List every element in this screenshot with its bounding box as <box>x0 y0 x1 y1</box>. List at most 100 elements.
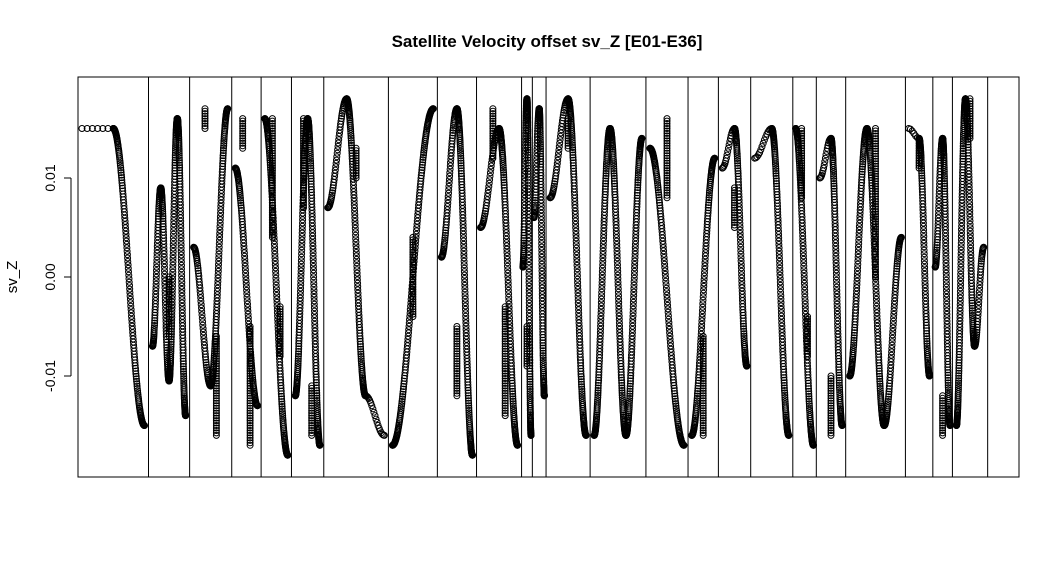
data-point <box>178 292 186 300</box>
data-point <box>132 375 140 383</box>
data-point <box>178 261 185 269</box>
data-point <box>306 153 314 161</box>
data-point <box>300 169 307 177</box>
data-point <box>311 317 319 325</box>
data-point <box>308 414 316 422</box>
data-point <box>242 269 250 277</box>
data-point <box>165 328 173 335</box>
data-point <box>160 250 168 258</box>
data-point <box>351 221 359 229</box>
data-point <box>126 289 134 296</box>
data-point <box>300 127 307 135</box>
data-point <box>268 226 276 234</box>
data-point <box>201 125 209 132</box>
data-point <box>308 389 316 397</box>
data-point <box>150 328 158 336</box>
data-point <box>347 139 355 147</box>
data-point <box>200 331 208 339</box>
data-point <box>178 302 186 310</box>
data-point <box>159 203 166 211</box>
data-point <box>294 364 302 372</box>
data-point <box>333 153 341 161</box>
data-point <box>242 279 250 287</box>
data-point <box>300 196 307 204</box>
data-point <box>216 230 224 237</box>
data-point <box>276 342 284 350</box>
data-point <box>295 348 303 355</box>
data-point <box>246 377 254 385</box>
data-point <box>117 164 125 172</box>
data-point <box>216 219 224 227</box>
data-point <box>347 134 355 142</box>
data-point <box>334 139 342 147</box>
data-point <box>153 260 161 268</box>
data-point <box>268 152 276 160</box>
data-point <box>170 227 178 235</box>
data-point <box>240 249 248 257</box>
data-point <box>125 275 133 283</box>
data-point <box>294 362 302 370</box>
data-point <box>310 269 318 277</box>
data-point <box>78 125 86 132</box>
data-point <box>310 276 318 284</box>
data-point <box>116 159 124 167</box>
data-point <box>167 343 175 351</box>
data-point <box>150 324 158 332</box>
data-point <box>297 281 305 289</box>
data-point <box>167 345 175 353</box>
data-point <box>308 429 316 437</box>
data-point <box>300 147 307 155</box>
data-point <box>219 152 227 160</box>
data-point <box>215 257 223 265</box>
data-point <box>271 250 279 258</box>
data-point <box>201 117 209 125</box>
data-point <box>212 337 220 345</box>
data-point <box>122 230 130 238</box>
data-point <box>268 209 276 217</box>
data-point <box>308 419 316 427</box>
data-point <box>160 257 168 265</box>
data-point <box>273 292 281 299</box>
data-point <box>296 291 304 299</box>
data-point <box>246 375 254 382</box>
data-point <box>268 127 276 135</box>
data-point <box>239 142 247 150</box>
data-point <box>353 266 361 274</box>
data-point <box>298 243 306 251</box>
data-point <box>311 324 319 332</box>
data-point <box>311 307 318 315</box>
data-point <box>352 252 360 260</box>
data-point <box>300 174 307 182</box>
data-point <box>246 355 254 363</box>
data-point <box>217 199 225 207</box>
data-point <box>246 340 254 348</box>
data-point <box>165 288 173 296</box>
data-point <box>178 279 186 287</box>
data-point <box>268 162 276 170</box>
data-point <box>132 367 140 375</box>
data-point <box>309 229 317 237</box>
data-point <box>152 280 160 288</box>
data-point <box>99 125 107 132</box>
data-point <box>131 362 139 370</box>
data-point <box>220 139 228 147</box>
data-point <box>300 139 307 147</box>
data-point <box>116 157 124 165</box>
data-point <box>337 115 345 122</box>
data-point <box>307 164 315 172</box>
data-point <box>159 217 167 225</box>
data-point <box>272 278 280 286</box>
data-point <box>153 256 161 264</box>
data-point <box>284 451 292 459</box>
data-point <box>352 231 360 239</box>
data-point <box>278 400 286 408</box>
data-point <box>300 181 307 189</box>
data-point <box>177 211 184 219</box>
data-point <box>240 239 248 247</box>
data-point <box>353 273 361 280</box>
data-point <box>169 261 177 269</box>
data-point <box>308 222 316 230</box>
data-point <box>300 144 307 152</box>
data-point <box>300 122 307 130</box>
data-point <box>179 360 187 368</box>
